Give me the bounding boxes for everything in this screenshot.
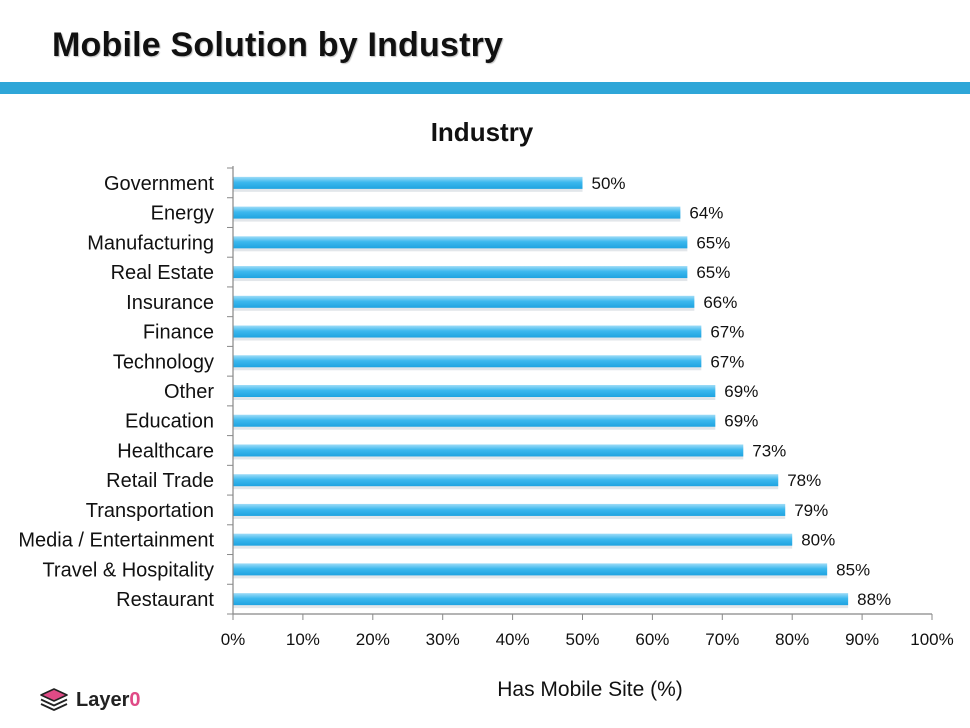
data-label: 78% bbox=[787, 471, 821, 490]
data-label: 79% bbox=[794, 501, 828, 520]
category-label: Education bbox=[125, 411, 214, 433]
bar bbox=[233, 295, 695, 308]
data-label: 65% bbox=[696, 263, 730, 282]
x-tick-label: 100% bbox=[910, 630, 953, 649]
category-label: Insurance bbox=[126, 292, 214, 314]
data-label: 50% bbox=[592, 174, 626, 193]
bar bbox=[233, 593, 849, 606]
category-label: Technology bbox=[113, 351, 214, 373]
brand-name: Layer0 bbox=[76, 688, 141, 711]
chart-title: Industry bbox=[431, 117, 534, 147]
data-label: 88% bbox=[857, 590, 891, 609]
x-axis-label: Has Mobile Site (%) bbox=[497, 678, 683, 701]
x-tick-label: 70% bbox=[705, 630, 739, 649]
data-label: 65% bbox=[696, 233, 730, 252]
x-tick-label: 90% bbox=[845, 630, 879, 649]
data-label: 66% bbox=[703, 293, 737, 312]
bar bbox=[233, 385, 716, 397]
bar bbox=[233, 474, 779, 487]
x-tick-label: 80% bbox=[775, 630, 809, 649]
bar bbox=[233, 414, 716, 427]
data-label: 67% bbox=[710, 352, 744, 371]
title-divider bbox=[0, 82, 970, 94]
layers-icon bbox=[40, 688, 68, 711]
bar bbox=[233, 355, 702, 368]
category-label: Other bbox=[164, 381, 214, 403]
brand-logo: Layer0 bbox=[38, 686, 141, 714]
category-label: Government bbox=[104, 173, 214, 195]
bar bbox=[233, 176, 583, 189]
category-label: Transportation bbox=[86, 500, 214, 522]
bar bbox=[233, 236, 688, 249]
x-tick-label: 10% bbox=[286, 630, 320, 649]
bar bbox=[233, 444, 744, 457]
category-label: Energy bbox=[151, 203, 214, 225]
data-label: 69% bbox=[724, 382, 758, 401]
x-tick-label: 50% bbox=[565, 630, 599, 649]
data-label: 85% bbox=[836, 560, 870, 579]
bar bbox=[233, 266, 688, 279]
category-label: Restaurant bbox=[116, 589, 214, 611]
category-label: Travel & Hospitality bbox=[42, 559, 214, 581]
bar bbox=[233, 325, 702, 338]
x-tick-label: 60% bbox=[635, 630, 669, 649]
data-label: 67% bbox=[710, 323, 744, 342]
data-label: 69% bbox=[724, 412, 758, 431]
x-tick-label: 20% bbox=[356, 630, 390, 649]
category-label: Manufacturing bbox=[87, 232, 214, 254]
category-label: Finance bbox=[143, 322, 214, 344]
bar bbox=[233, 533, 793, 546]
bar bbox=[233, 503, 786, 516]
x-tick-label: 30% bbox=[426, 630, 460, 649]
page-title: Mobile Solution by Industry bbox=[52, 26, 504, 64]
bar bbox=[233, 206, 681, 219]
data-label: 64% bbox=[689, 204, 723, 223]
x-tick-label: 0% bbox=[221, 630, 246, 649]
data-label: 80% bbox=[801, 531, 835, 550]
bar bbox=[233, 563, 828, 576]
category-label: Media / Entertainment bbox=[18, 530, 214, 552]
category-label: Retail Trade bbox=[106, 470, 214, 492]
category-label: Healthcare bbox=[117, 440, 214, 462]
category-label: Real Estate bbox=[111, 262, 214, 284]
data-label: 73% bbox=[752, 441, 786, 460]
x-tick-label: 40% bbox=[496, 630, 530, 649]
